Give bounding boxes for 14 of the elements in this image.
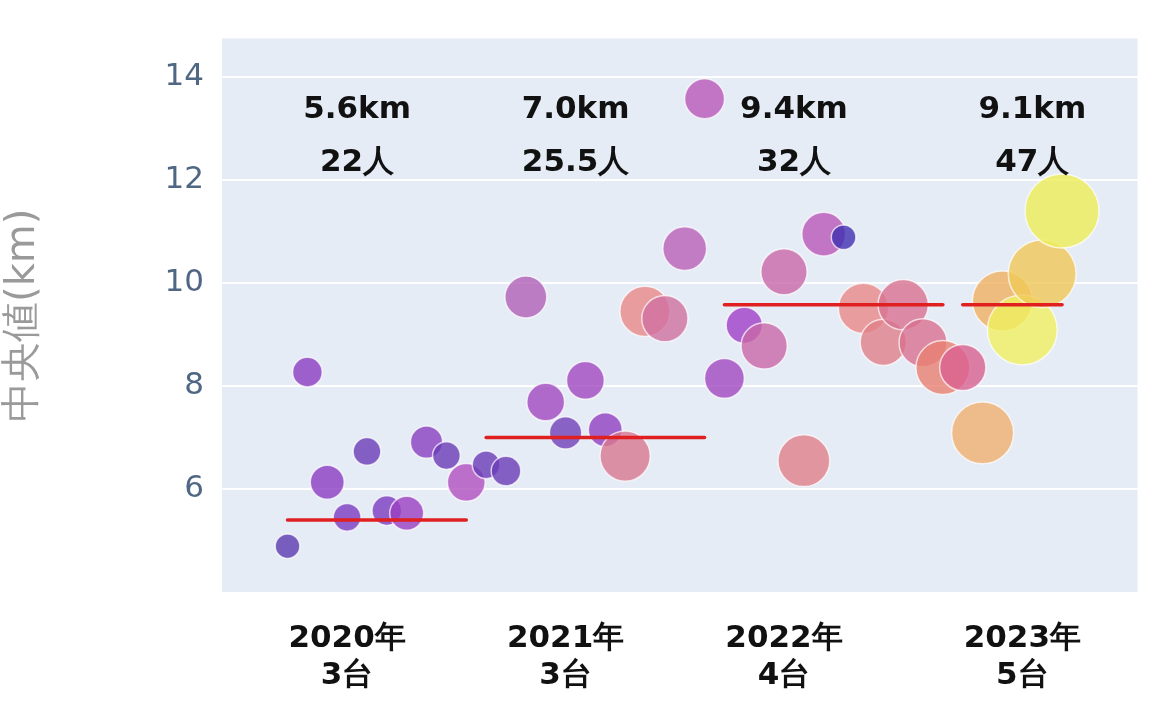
y-tick-label: 6 xyxy=(184,468,204,505)
annotation: 7.0km 25.5人 xyxy=(521,89,631,179)
x-tick-label: 2021年 3台 xyxy=(506,617,625,691)
y-tick-label: 8 xyxy=(184,365,204,402)
annotation: 9.4km 32人 xyxy=(740,89,848,179)
y-tick-label: 14 xyxy=(164,56,204,93)
y-tick-label: 12 xyxy=(164,159,204,196)
annotation: 5.6km 22人 xyxy=(303,89,412,179)
y-axis-title: 中央値(km) xyxy=(0,208,44,422)
x-tick-label: 2023年 5台 xyxy=(963,617,1081,691)
annotation: 9.1km 47人 xyxy=(978,89,1087,179)
x-tick-label: 2020年 3台 xyxy=(288,617,406,691)
y-tick-label: 10 xyxy=(164,262,204,299)
x-tick-label: 2022年 4台 xyxy=(725,617,843,691)
